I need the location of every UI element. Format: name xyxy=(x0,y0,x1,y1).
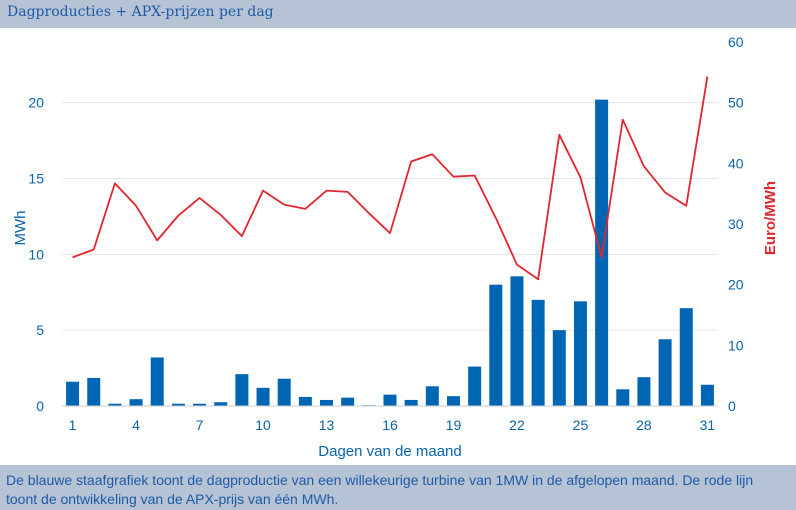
bar-day-11 xyxy=(277,378,291,406)
x-tick-label: 19 xyxy=(446,417,462,433)
combo-chart: 1 4 7 10 13 16 19 22 25 28 31 0 5 10 15 20 0 10 20 30 40 50 60… xyxy=(12,34,779,460)
bar-day-1 xyxy=(66,381,80,406)
bar-day-14 xyxy=(341,397,355,406)
bar-day-22 xyxy=(510,276,524,406)
bar-day-20 xyxy=(468,366,482,406)
price-line xyxy=(72,76,709,281)
bar-day-29 xyxy=(658,339,672,406)
bar-day-21 xyxy=(489,284,503,406)
bar-day-31 xyxy=(700,384,714,406)
x-tick-label: 13 xyxy=(319,417,335,433)
bar-day-23 xyxy=(531,299,545,406)
footer-band: De blauwe staafgrafiek toont de dagprodu… xyxy=(0,465,796,510)
bar-day-24 xyxy=(552,330,566,406)
y-tick-label: 20 xyxy=(28,95,44,111)
bar-day-27 xyxy=(616,389,630,406)
header-band: Dagproducties + APX-prijzen per dag xyxy=(0,0,796,28)
y2-tick-label: 30 xyxy=(728,216,744,232)
y-tick-label: 10 xyxy=(28,246,44,262)
y2-axis-title: Euro/MWh xyxy=(762,181,779,255)
bar-day-9 xyxy=(235,374,249,406)
bar-day-7 xyxy=(193,403,207,406)
bar-day-3 xyxy=(108,403,122,406)
y2-tick-label: 50 xyxy=(728,95,744,111)
y-tick-label: 5 xyxy=(36,322,44,338)
x-tick-label: 22 xyxy=(509,417,525,433)
bar-day-2 xyxy=(87,377,101,406)
x-tick-label: 25 xyxy=(573,417,589,433)
x-tick-label: 7 xyxy=(196,417,204,433)
x-tick-label: 16 xyxy=(382,417,398,433)
bar-day-8 xyxy=(214,402,228,406)
x-tick-label: 31 xyxy=(700,417,716,433)
x-tick-label: 4 xyxy=(132,417,140,433)
y2-tick-label: 20 xyxy=(728,277,744,293)
chart-area: 1 4 7 10 13 16 19 22 25 28 31 0 5 10 15 20 0 10 20 30 40 50 60… xyxy=(0,28,796,465)
bar-day-30 xyxy=(679,308,693,406)
y-axis-title: MWh xyxy=(12,211,29,246)
y2-tick-label: 0 xyxy=(728,398,736,414)
y2-tick-label: 10 xyxy=(728,337,744,353)
y2-tick-label: 60 xyxy=(728,34,744,50)
bar-day-25 xyxy=(573,301,587,406)
bar-day-6 xyxy=(171,403,185,406)
y2-tick-label: 40 xyxy=(728,155,744,171)
bar-day-10 xyxy=(256,387,270,406)
y-tick-label: 0 xyxy=(36,398,44,414)
bar-day-17 xyxy=(404,399,418,406)
bar-day-5 xyxy=(150,357,164,406)
x-tick-label: 10 xyxy=(255,417,271,433)
bar-day-19 xyxy=(446,396,460,406)
bar-day-16 xyxy=(383,394,397,406)
chart-title: Dagproducties + APX-prijzen per dag xyxy=(7,4,274,20)
bar-day-4 xyxy=(129,399,143,406)
bar-day-28 xyxy=(637,377,651,406)
y-tick-label: 15 xyxy=(28,171,44,187)
bar-day-12 xyxy=(298,396,312,406)
x-tick-label: 1 xyxy=(69,417,77,433)
x-tick-label: 28 xyxy=(636,417,652,433)
chart-caption: De blauwe staafgrafiek toont de dagprodu… xyxy=(6,472,754,507)
bar-day-13 xyxy=(320,399,334,406)
x-axis-title: Dagen van de maand xyxy=(318,443,461,460)
bar-day-18 xyxy=(425,386,439,406)
